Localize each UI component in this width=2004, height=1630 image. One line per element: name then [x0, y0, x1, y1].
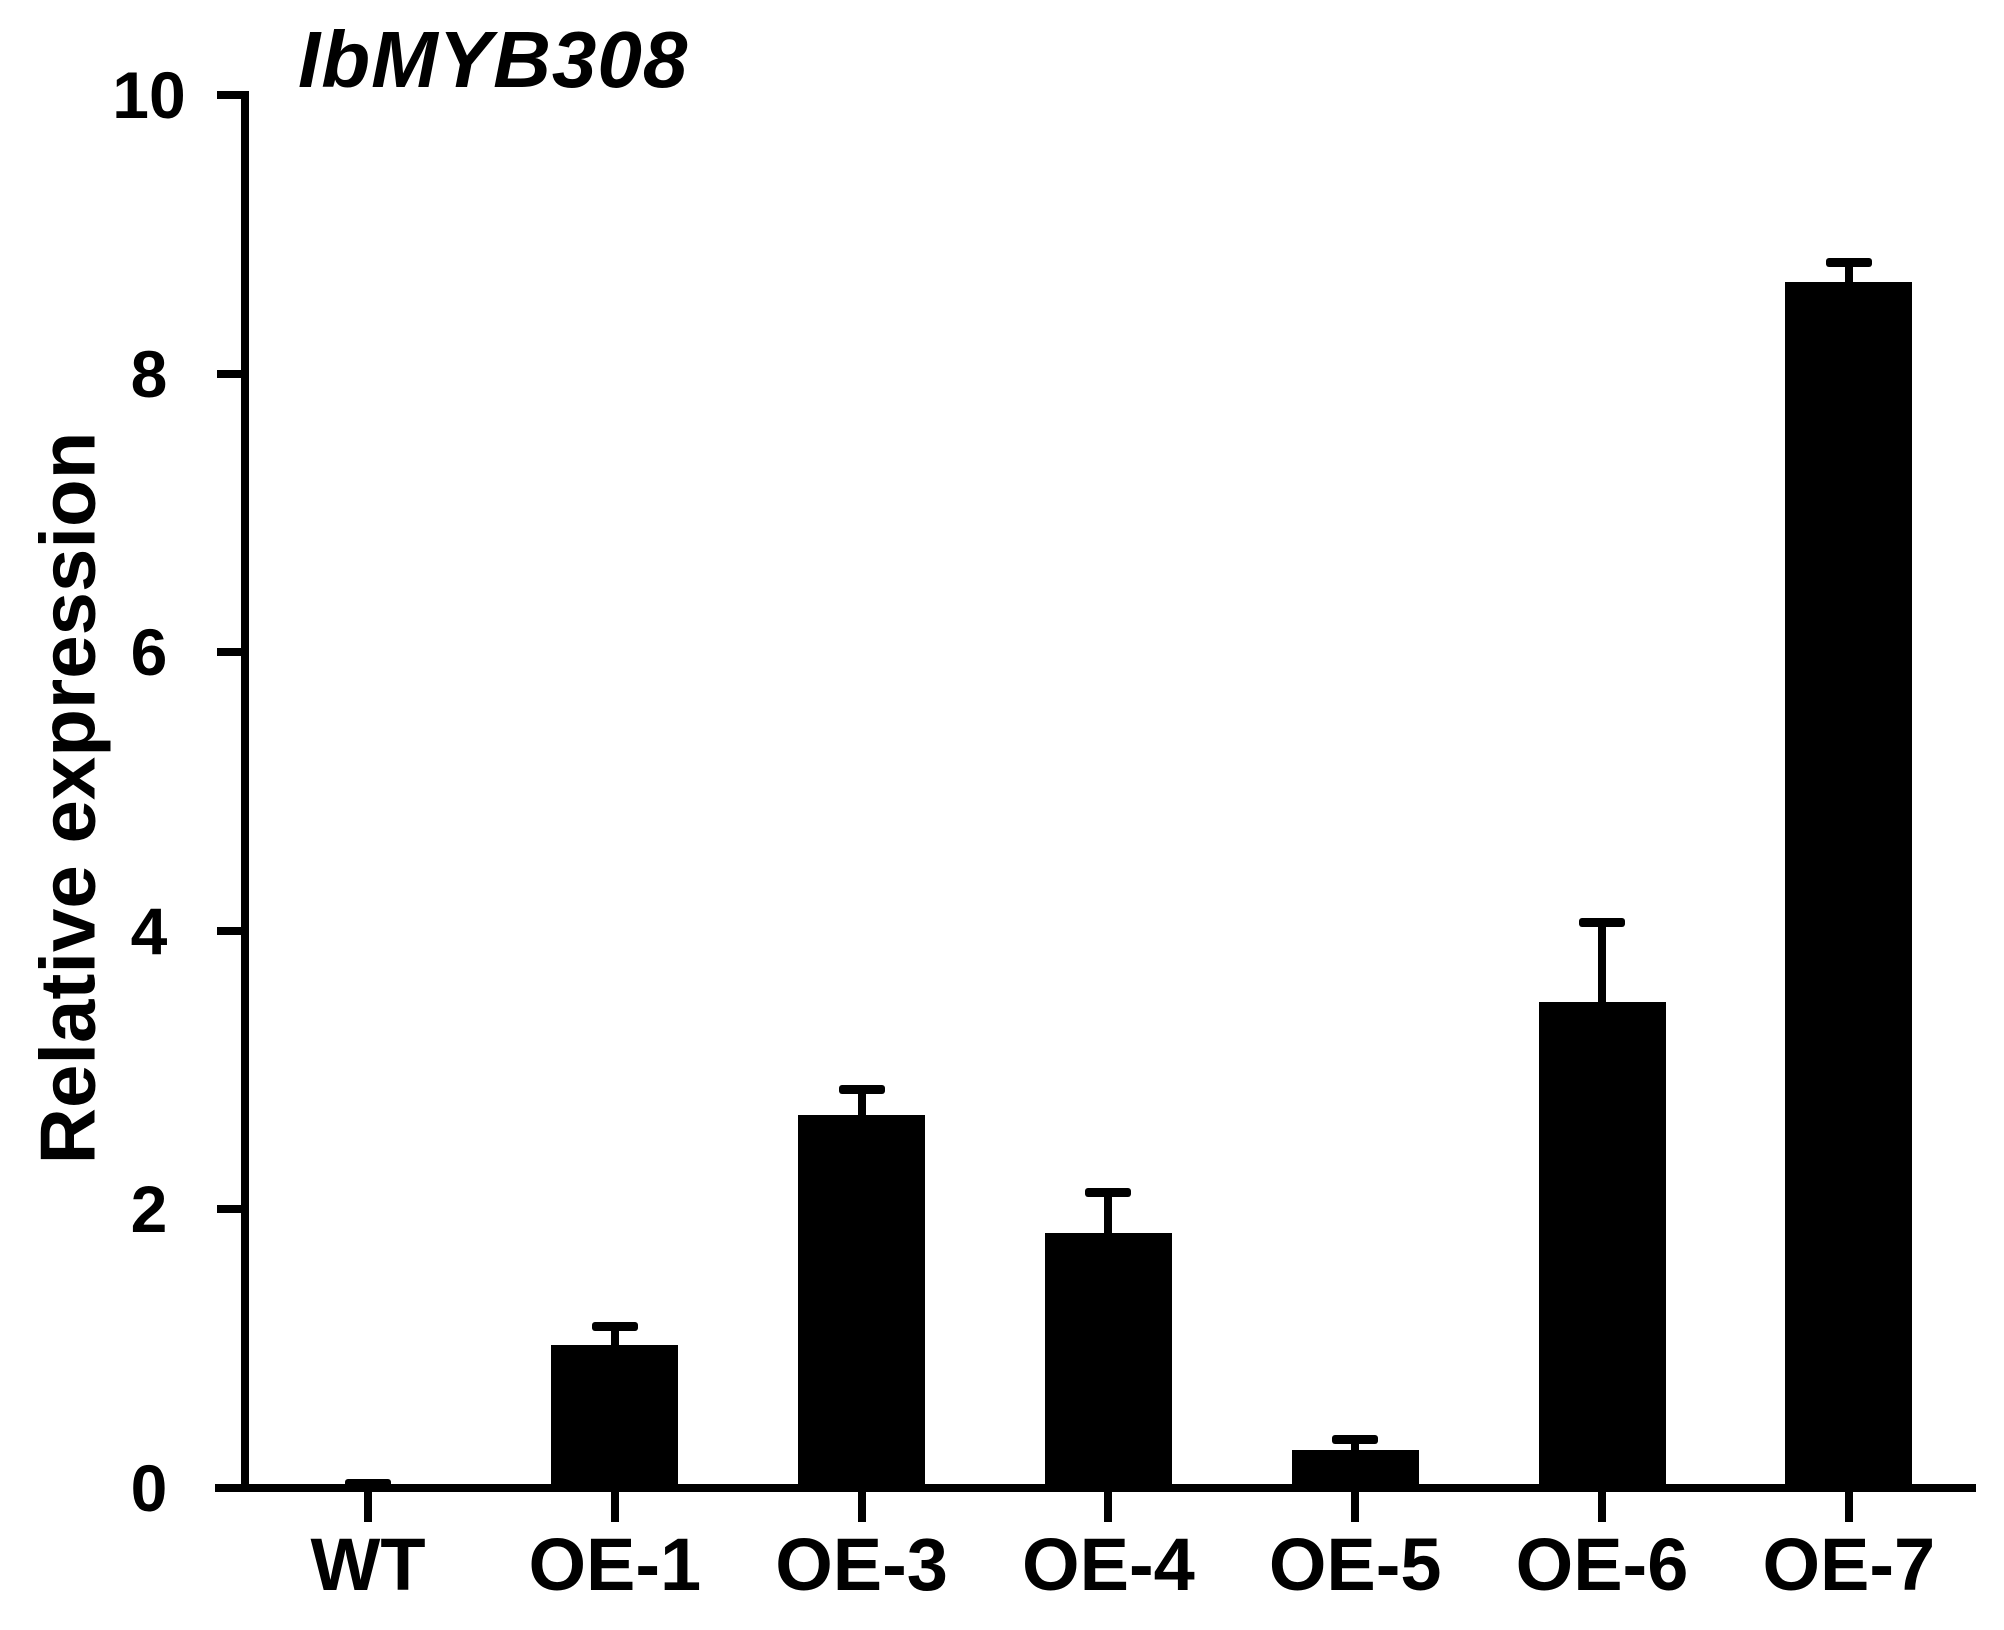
y-tick [217, 648, 245, 657]
y-tick-label: 6 [130, 615, 168, 690]
x-tick-label: OE-4 [1022, 1523, 1195, 1606]
error-bar [1844, 262, 1853, 282]
chart-title: IbMYB308 [298, 15, 689, 104]
x-tick-label: OE-5 [1268, 1523, 1442, 1606]
error-bar [610, 1326, 619, 1345]
error-bar-cap [1579, 917, 1625, 927]
y-tick [217, 91, 245, 99]
bar [551, 1344, 679, 1488]
x-tick-label: OE-6 [1515, 1523, 1689, 1606]
y-tick-label: 0 [130, 1451, 168, 1525]
error-bar-cap [345, 1479, 391, 1489]
error-bar-cap [1332, 1434, 1379, 1444]
bar [1044, 1233, 1172, 1488]
y-tick [217, 1205, 245, 1214]
error-bar [1351, 1439, 1360, 1451]
x-tick [857, 1492, 866, 1522]
x-tick [1351, 1492, 1360, 1522]
x-tick-label: OE-1 [528, 1523, 702, 1606]
bar [1291, 1450, 1419, 1488]
y-tick-label: 4 [130, 893, 168, 968]
error-bar-cap [591, 1321, 638, 1331]
y-axis-label: Relative expression [23, 431, 112, 1165]
y-tick-label: 10 [112, 58, 186, 132]
x-tick [364, 1492, 372, 1522]
error-bar [857, 1089, 866, 1115]
error-bar-cap [1085, 1188, 1132, 1198]
x-tick-label: OE-7 [1762, 1523, 1936, 1606]
y-tick-label: 2 [130, 1172, 168, 1247]
bar [1538, 1001, 1666, 1488]
error-bar [1104, 1192, 1113, 1234]
error-bar [1598, 922, 1606, 1002]
bar [1785, 281, 1913, 1488]
y-tick [217, 369, 245, 378]
x-axis-line [215, 1484, 1976, 1492]
x-tick [1844, 1492, 1853, 1522]
error-bar-cap [1825, 257, 1872, 267]
y-tick [217, 926, 245, 935]
y-axis-line [241, 91, 249, 1492]
x-tick-label: OE-3 [775, 1523, 948, 1606]
x-tick [1104, 1492, 1113, 1522]
bar [798, 1114, 926, 1488]
x-tick [1598, 1492, 1606, 1522]
y-tick-label: 8 [130, 336, 168, 411]
error-bar-cap [838, 1085, 885, 1095]
x-tick-label: WT [310, 1523, 426, 1606]
x-tick [610, 1492, 619, 1522]
